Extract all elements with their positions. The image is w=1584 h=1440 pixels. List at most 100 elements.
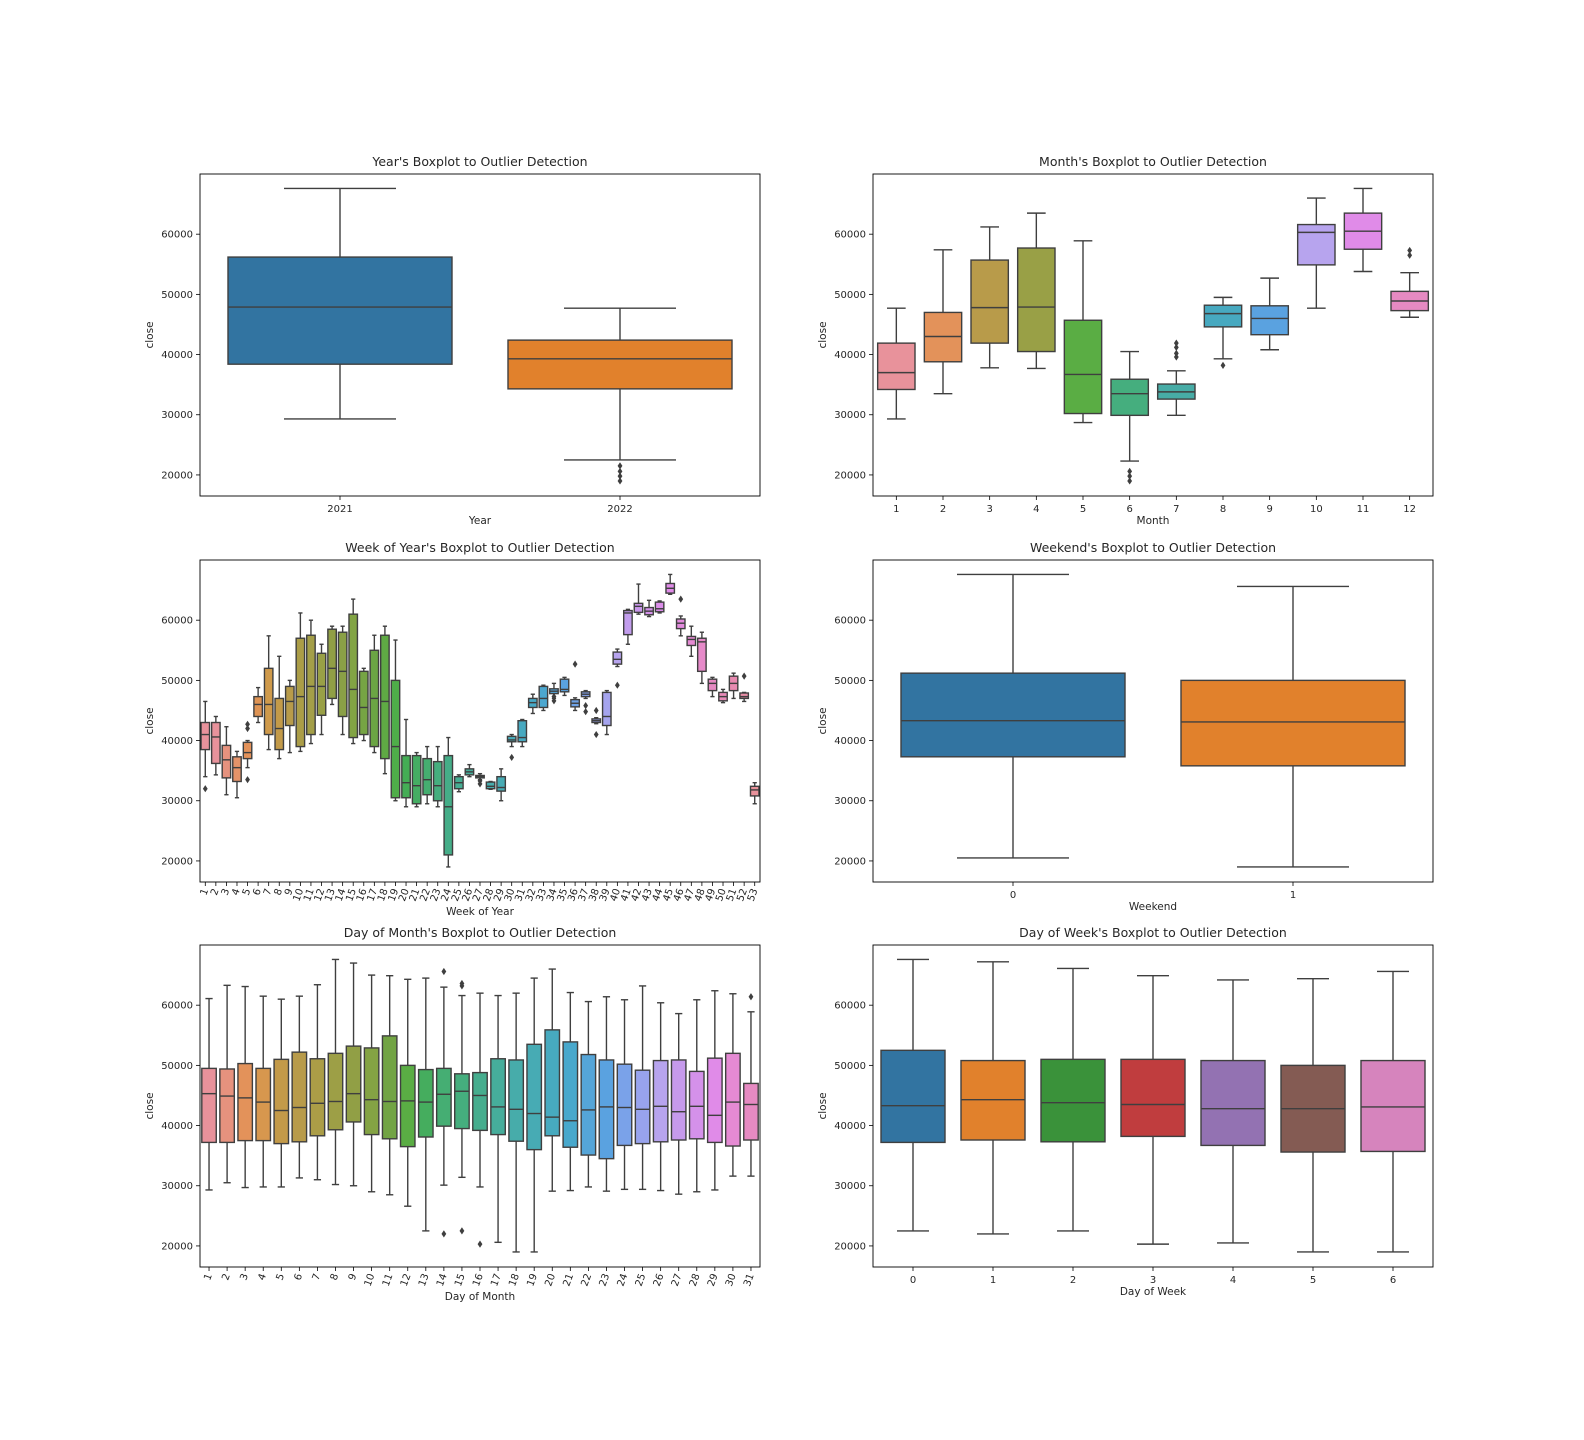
outlier-point xyxy=(1173,353,1179,361)
y-tick-label: 50000 xyxy=(834,676,866,687)
x-tick-label: 20 xyxy=(543,1272,558,1288)
box-body xyxy=(201,1067,217,1144)
outlier-point xyxy=(1220,361,1226,369)
y-tick-label: 20000 xyxy=(834,1241,866,1252)
x-axis-label: Month xyxy=(1137,515,1170,527)
outlier-point xyxy=(441,967,447,976)
box-33 xyxy=(538,684,549,712)
chart-panel-4: Weekend's Boxplot to Outlier Detection cl… xyxy=(817,540,1434,913)
box-body xyxy=(1016,247,1056,353)
y-axis-label: close xyxy=(144,1092,156,1119)
y-axis-label: close xyxy=(144,707,156,734)
box-6 xyxy=(1110,350,1150,485)
chart-panel-5: Day of Month's Boxplot to Outlier Detect… xyxy=(144,925,761,1303)
box-3 xyxy=(970,226,1010,369)
x-tick-label: 0 xyxy=(910,1275,916,1286)
x-tick-label: 31 xyxy=(513,887,528,903)
box-10 xyxy=(363,974,380,1193)
outlier-point xyxy=(1407,246,1413,255)
box-body xyxy=(580,1053,597,1156)
y-tick-label: 40000 xyxy=(161,1121,193,1132)
x-tick-label: 19 xyxy=(387,887,402,903)
box-body xyxy=(255,1067,272,1142)
outlier-point xyxy=(202,785,208,793)
y-tick-label: 30000 xyxy=(161,410,193,421)
y-tick-label: 30000 xyxy=(834,796,866,807)
box-27 xyxy=(475,772,485,788)
box-4 xyxy=(1016,212,1056,370)
box-body xyxy=(210,721,221,765)
box-14 xyxy=(337,625,348,736)
y-tick-label: 40000 xyxy=(834,350,866,361)
x-tick-label: 2022 xyxy=(607,504,632,515)
box-body xyxy=(724,1052,741,1147)
box-5 xyxy=(1280,978,1346,1253)
box-body xyxy=(337,631,348,718)
x-tick-label: 12 xyxy=(399,1272,414,1288)
box-body xyxy=(221,744,232,779)
box-8 xyxy=(327,958,344,1186)
box-18 xyxy=(379,625,390,775)
box-body xyxy=(379,634,390,760)
box-23 xyxy=(432,745,443,808)
x-tick-label: 23 xyxy=(429,887,444,903)
box-body xyxy=(749,785,760,797)
x-tick-label: 29 xyxy=(492,887,507,903)
box-body xyxy=(327,628,338,700)
x-tick-label: 6 xyxy=(293,1272,306,1282)
x-tick-label: 40 xyxy=(608,887,623,903)
box-body xyxy=(634,1069,651,1145)
outlier-point xyxy=(509,753,515,762)
x-tick-label: 32 xyxy=(524,887,539,903)
box-body xyxy=(363,1047,380,1136)
x-tick-label: 24 xyxy=(439,887,454,903)
box-28 xyxy=(485,780,496,791)
plot-frame xyxy=(872,944,1434,1268)
outlier-point xyxy=(583,702,589,710)
box-body xyxy=(227,256,453,365)
x-tick-label: 6 xyxy=(1126,504,1132,515)
box-5 xyxy=(1063,240,1103,424)
box-6 xyxy=(291,995,308,1179)
y-tick-label: 50000 xyxy=(161,1061,193,1072)
box-0 xyxy=(900,573,1126,859)
x-tick-label: 17 xyxy=(365,887,380,903)
box-body xyxy=(422,757,433,796)
chart-title: Day of Month's Boxplot to Outlier Detect… xyxy=(344,925,617,940)
y-tick-label: 60000 xyxy=(834,230,866,241)
box-body xyxy=(1360,1059,1426,1153)
box-19 xyxy=(390,639,401,802)
chart-title: Weekend's Boxplot to Outlier Detection xyxy=(1030,540,1276,555)
box-body xyxy=(1120,1058,1186,1138)
x-tick-label: 2021 xyxy=(327,504,352,515)
x-tick-label: 43 xyxy=(640,887,655,903)
outlier-point xyxy=(593,706,599,715)
x-tick-label: 1 xyxy=(199,887,212,897)
plot-frame xyxy=(872,559,1434,883)
box-body xyxy=(316,652,327,716)
x-tick-label: 28 xyxy=(688,1272,703,1288)
box-body xyxy=(496,775,507,792)
box-body xyxy=(1296,223,1336,266)
outlier-point xyxy=(617,462,623,470)
x-tick-label: 21 xyxy=(561,1272,576,1288)
box-49 xyxy=(707,676,718,698)
box-9 xyxy=(1250,277,1290,351)
box-body xyxy=(284,685,295,727)
box-body xyxy=(1250,305,1290,336)
outlier-point xyxy=(1127,467,1133,475)
y-tick-label: 30000 xyxy=(161,796,193,807)
box-body xyxy=(417,1068,434,1138)
box-17 xyxy=(490,994,506,1244)
y-axis-label: close xyxy=(144,321,156,348)
box-body xyxy=(309,1058,326,1137)
box-body xyxy=(622,609,633,636)
x-tick-label: 5 xyxy=(241,887,254,897)
chart-title: Year's Boxplot to Outlier Detection xyxy=(371,154,587,169)
x-tick-label: 21 xyxy=(408,887,423,903)
box-body xyxy=(739,692,750,700)
plot-frame xyxy=(199,559,761,883)
box-body xyxy=(601,691,612,727)
box-13 xyxy=(417,977,434,1232)
